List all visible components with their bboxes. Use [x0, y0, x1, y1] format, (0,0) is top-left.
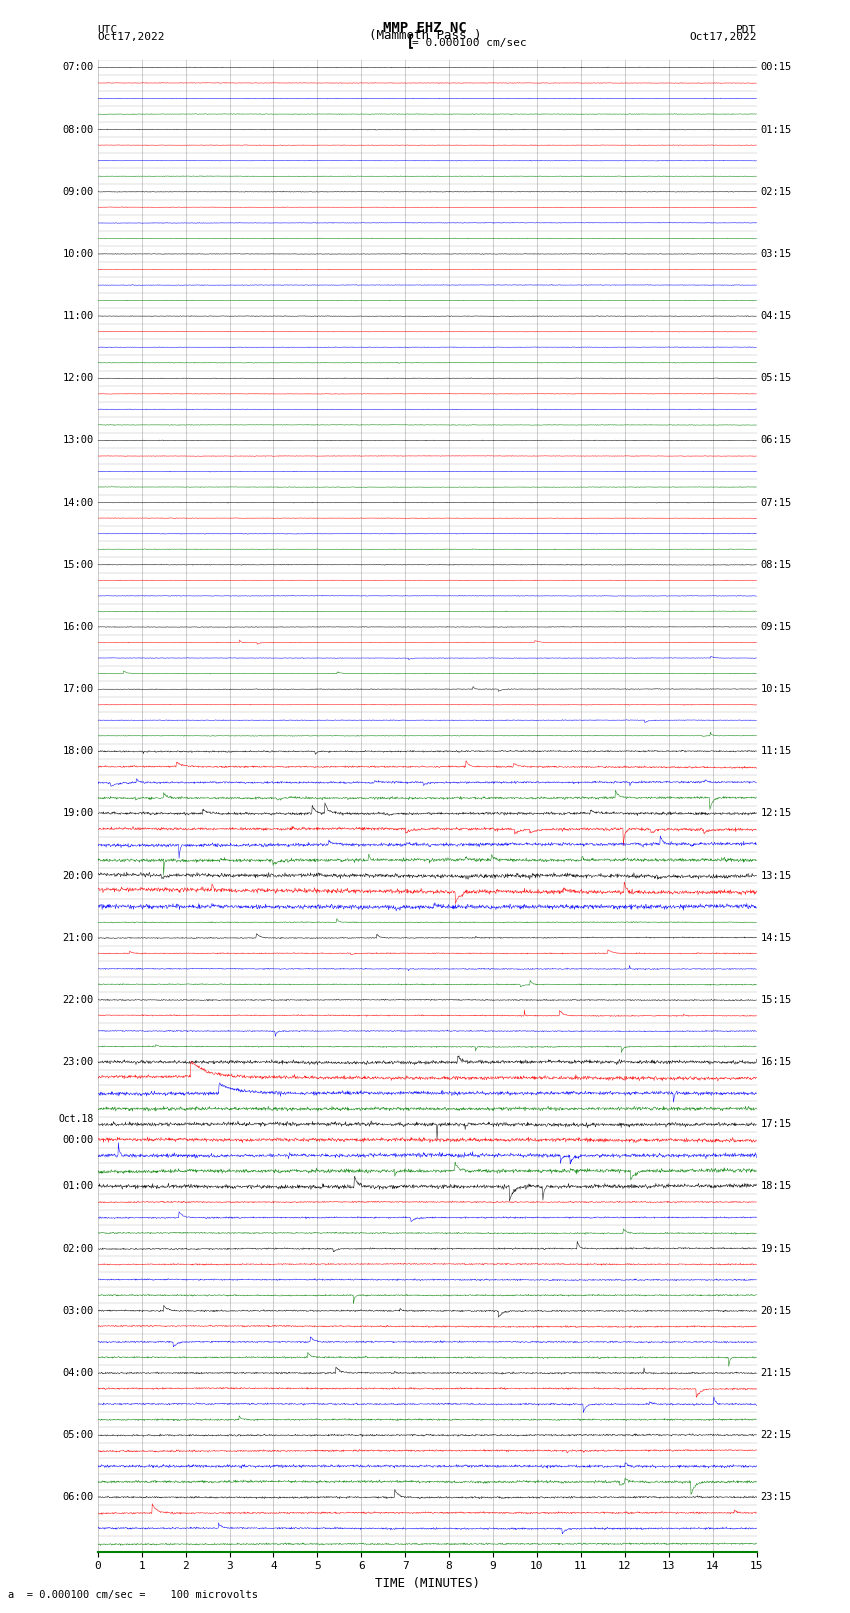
Text: 02:15: 02:15: [761, 187, 792, 197]
Text: 09:00: 09:00: [62, 187, 94, 197]
Text: 14:00: 14:00: [62, 498, 94, 508]
Text: Oct.18: Oct.18: [59, 1115, 94, 1124]
Text: 19:15: 19:15: [761, 1244, 792, 1253]
Text: 13:15: 13:15: [761, 871, 792, 881]
Text: Oct17,2022: Oct17,2022: [689, 32, 756, 42]
Text: 08:00: 08:00: [62, 124, 94, 134]
Text: 03:00: 03:00: [62, 1307, 94, 1316]
Text: 03:15: 03:15: [761, 248, 792, 260]
Text: = 0.000100 cm/sec: = 0.000100 cm/sec: [412, 39, 527, 48]
Text: MMP EHZ NC: MMP EHZ NC: [383, 21, 467, 35]
Text: 17:00: 17:00: [62, 684, 94, 694]
Text: 23:00: 23:00: [62, 1057, 94, 1068]
Text: 19:00: 19:00: [62, 808, 94, 818]
Text: 14:15: 14:15: [761, 932, 792, 944]
Text: 09:15: 09:15: [761, 623, 792, 632]
Text: 15:15: 15:15: [761, 995, 792, 1005]
Text: 21:00: 21:00: [62, 932, 94, 944]
Text: 05:15: 05:15: [761, 373, 792, 384]
Text: 20:00: 20:00: [62, 871, 94, 881]
Text: 18:00: 18:00: [62, 747, 94, 756]
Text: (Mammoth Pass ): (Mammoth Pass ): [369, 29, 481, 42]
Text: 01:00: 01:00: [62, 1181, 94, 1192]
Text: 04:00: 04:00: [62, 1368, 94, 1378]
Text: 22:00: 22:00: [62, 995, 94, 1005]
Text: 17:15: 17:15: [761, 1119, 792, 1129]
Text: 11:15: 11:15: [761, 747, 792, 756]
Text: 10:00: 10:00: [62, 248, 94, 260]
Text: 00:00: 00:00: [62, 1136, 94, 1145]
Text: 16:15: 16:15: [761, 1057, 792, 1068]
Text: 21:15: 21:15: [761, 1368, 792, 1378]
Text: 12:15: 12:15: [761, 808, 792, 818]
Text: 05:00: 05:00: [62, 1431, 94, 1440]
Text: 06:15: 06:15: [761, 436, 792, 445]
Text: a  = 0.000100 cm/sec =    100 microvolts: a = 0.000100 cm/sec = 100 microvolts: [8, 1590, 258, 1600]
Text: 00:15: 00:15: [761, 63, 792, 73]
Text: 20:15: 20:15: [761, 1307, 792, 1316]
Text: 10:15: 10:15: [761, 684, 792, 694]
Text: 01:15: 01:15: [761, 124, 792, 134]
Text: 18:15: 18:15: [761, 1181, 792, 1192]
Text: 11:00: 11:00: [62, 311, 94, 321]
Text: UTC: UTC: [98, 24, 118, 35]
Text: 02:00: 02:00: [62, 1244, 94, 1253]
Text: 13:00: 13:00: [62, 436, 94, 445]
Text: 15:00: 15:00: [62, 560, 94, 569]
Text: 08:15: 08:15: [761, 560, 792, 569]
Text: 06:00: 06:00: [62, 1492, 94, 1502]
Text: 07:15: 07:15: [761, 498, 792, 508]
Text: PDT: PDT: [736, 24, 756, 35]
Text: 07:00: 07:00: [62, 63, 94, 73]
Text: Oct17,2022: Oct17,2022: [98, 32, 165, 42]
X-axis label: TIME (MINUTES): TIME (MINUTES): [375, 1578, 479, 1590]
Text: 22:15: 22:15: [761, 1431, 792, 1440]
Text: [: [: [406, 34, 416, 48]
Text: 04:15: 04:15: [761, 311, 792, 321]
Text: 12:00: 12:00: [62, 373, 94, 384]
Text: 23:15: 23:15: [761, 1492, 792, 1502]
Text: 16:00: 16:00: [62, 623, 94, 632]
